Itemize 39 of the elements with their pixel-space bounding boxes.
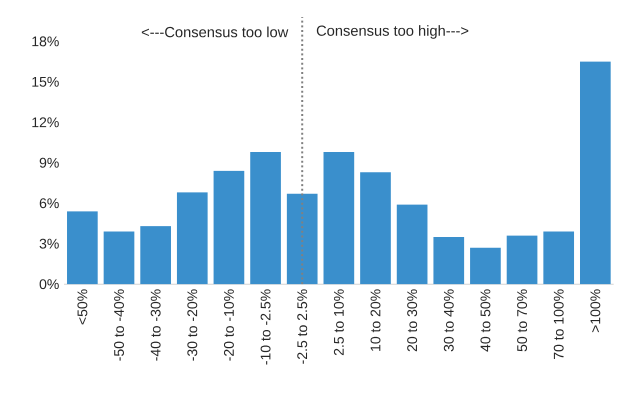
x-tick-label: 50 to 70% [517, 289, 528, 352]
bar [104, 231, 134, 284]
bar [324, 152, 354, 284]
y-tick-label: 9% [40, 158, 59, 168]
y-tick-label: 3% [40, 238, 59, 249]
text: <---Consensus too low [142, 26, 288, 38]
x-tick-label: 40 to 50% [480, 289, 490, 352]
x-tick-label: >100% [590, 289, 600, 332]
x-tick-label: 2.5 to 10% [334, 289, 344, 356]
x-tick-label: -20 to -10% [224, 289, 234, 361]
bar [543, 231, 574, 284]
y-tick-label: 15% [32, 76, 59, 87]
y-tick-label: 0% [40, 279, 59, 290]
y-tick-label: 18% [32, 36, 59, 46]
x-tick-label: -2.5 to 2.5% [297, 289, 308, 364]
bar [396, 204, 428, 284]
bar [176, 192, 208, 284]
x-tick-label: -50 to -40% [114, 289, 124, 361]
y-tick-label: 6% [40, 198, 59, 208]
bar [67, 211, 98, 284]
x-tick-label: 20 to 30% [407, 289, 418, 352]
y-tick-label: 12% [32, 117, 59, 128]
x-tick-label: <50% [77, 289, 88, 324]
bar [580, 61, 611, 284]
x-tick-label: 70 to 100% [554, 289, 564, 359]
bar [140, 226, 171, 284]
x-tick-label: -30 to -20% [187, 289, 198, 361]
x-tick-label: 30 to 40% [444, 289, 454, 352]
x-tick-label: -10 to -2.5% [260, 289, 271, 364]
bar [470, 248, 501, 284]
x-tick-label: 10 to 20% [370, 289, 380, 351]
bar [433, 236, 464, 284]
x-tick-label: -40 to -30% [150, 289, 161, 361]
bar [250, 152, 281, 284]
bar [214, 170, 244, 284]
bar [360, 172, 391, 284]
bar [286, 194, 318, 284]
text: Consensus too high---> [316, 24, 468, 39]
bar [506, 235, 538, 284]
